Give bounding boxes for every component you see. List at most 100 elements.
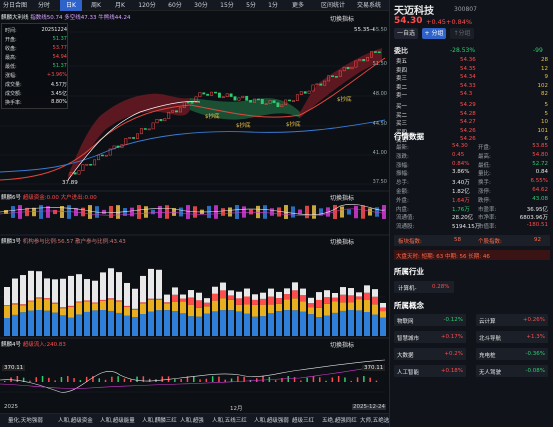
- participation-bar: [380, 307, 386, 311]
- participation-bar: [108, 268, 114, 298]
- participation-bar: [356, 310, 362, 336]
- participation-bar: [308, 298, 314, 303]
- participation-bar: [252, 300, 258, 305]
- participation-bar: [164, 310, 170, 336]
- industry-chip[interactable]: 计算机- 0.28%: [394, 281, 454, 293]
- flow-bar: [48, 378, 50, 382]
- participation-bar: [100, 272, 106, 300]
- participation-bar: [164, 303, 170, 310]
- candle: [90, 164, 92, 165]
- participation-bar: [44, 278, 50, 298]
- candle: [222, 97, 224, 98]
- candle: [230, 94, 232, 97]
- participation-bar: [76, 274, 82, 301]
- indicator-3-switch[interactable]: 切换指标: [330, 237, 354, 246]
- participation-bar: [244, 304, 250, 313]
- candle: [257, 99, 259, 100]
- participation-bar: [180, 295, 186, 299]
- strategy-tab-7[interactable]: 人和,超级强弱: [254, 414, 289, 427]
- participation-bar: [92, 310, 98, 336]
- ask-level-1: 卖五 54.36 28: [394, 57, 550, 65]
- stock-change-pct: +0.84%: [446, 18, 472, 26]
- participation-bar: [276, 298, 282, 304]
- participation-bar: [228, 300, 234, 310]
- group-button-disabled[interactable]: ↑分组: [450, 28, 474, 39]
- strategy-tab-4[interactable]: 人和,麒麟三红: [142, 414, 177, 427]
- participation-bar: [292, 310, 298, 336]
- participation-bar: [100, 301, 106, 310]
- participation-bar: [52, 313, 58, 336]
- indicator-bar: [382, 205, 386, 219]
- participation-bar: [380, 303, 386, 307]
- participation-bar: [332, 293, 338, 298]
- participation-bar: [92, 303, 98, 310]
- flow-bar: [376, 381, 378, 382]
- strategy-tab-6[interactable]: 人和,五线三红: [212, 414, 247, 427]
- flow-bar: [275, 380, 277, 382]
- participation-bar: [124, 306, 130, 307]
- participation-bar: [68, 306, 74, 307]
- participation-bar: [332, 298, 338, 302]
- strategy-tab-3[interactable]: 人和,超级能量: [100, 414, 135, 427]
- indicator-4-right-value: 370.11: [362, 365, 385, 371]
- participation-bar: [180, 313, 186, 336]
- participation-bar: [148, 299, 154, 300]
- concept-chip[interactable]: 云计算 +0.26%: [476, 314, 548, 326]
- participation-bar: [68, 318, 74, 336]
- flow-bar: [36, 377, 38, 382]
- concept-chip[interactable]: 物联网 -0.12%: [394, 314, 466, 326]
- indicator-bar: [340, 206, 344, 217]
- concept-chip[interactable]: 充电桩 -0.36%: [476, 348, 548, 360]
- participation-bar: [236, 292, 242, 299]
- candle: [234, 97, 236, 101]
- participation-bar: [204, 298, 210, 303]
- participation-bar: [156, 310, 162, 336]
- candle: [226, 94, 228, 97]
- participation-bar: [92, 302, 98, 303]
- participation-bar: [36, 271, 42, 297]
- bid-level-3: 买三 54.27 10: [394, 119, 550, 127]
- concept-chip[interactable]: 无人驾驶 -0.08%: [476, 365, 548, 377]
- strategy-tab-8[interactable]: 超级三红: [292, 414, 314, 427]
- participation-bar: [292, 282, 298, 290]
- indicator-bar: [347, 209, 351, 214]
- flow-bar: [319, 377, 321, 382]
- participation-bar: [356, 300, 362, 311]
- indicator-bar: [179, 208, 183, 217]
- indicator-bar: [11, 206, 15, 218]
- add-group-button[interactable]: + 分组: [422, 28, 446, 39]
- flow-bar: [294, 377, 296, 382]
- candle: [316, 84, 318, 85]
- participation-bar: [100, 310, 106, 336]
- add-watchlist-button[interactable]: 一自选: [394, 28, 418, 39]
- participation-bar: [164, 302, 170, 303]
- bid-level-2: 买二 54.28 5: [394, 111, 550, 119]
- participation-bar: [172, 287, 178, 294]
- participation-bar: [132, 309, 138, 310]
- concept-chip[interactable]: 智慧城市 +0.17%: [394, 331, 466, 343]
- candle: [249, 100, 251, 102]
- strategy-tab-10[interactable]: 大师,五绝选股: [360, 414, 389, 427]
- strategy-tab-9[interactable]: 五绝,超强同红: [322, 414, 357, 427]
- concept-chip[interactable]: 人工智能 +0.18%: [394, 365, 466, 377]
- participation-bar: [244, 289, 250, 297]
- candle: [304, 92, 306, 94]
- indicator-4-switch[interactable]: 切换指标: [330, 340, 354, 349]
- concept-chip[interactable]: 北斗导航 +1.3%: [476, 331, 548, 343]
- candle: [238, 98, 240, 100]
- participation-bar: [220, 290, 226, 298]
- participation-bar: [204, 303, 210, 307]
- ask-level-2: 卖四 54.35 12: [394, 66, 550, 74]
- participation-bar: [244, 296, 250, 304]
- concept-chip[interactable]: 大数据 +0.2%: [394, 348, 466, 360]
- participation-bar: [300, 295, 306, 301]
- strategy-tab-5[interactable]: 人和,超强: [180, 414, 204, 427]
- strategy-tab-1[interactable]: 量化,天地强弱: [8, 414, 43, 427]
- flow-bar: [332, 378, 334, 382]
- participation-bar: [348, 310, 354, 336]
- participation-bar: [260, 299, 266, 305]
- participation-bar: [108, 298, 114, 299]
- strategy-tab-2[interactable]: 人和,超级资金: [58, 414, 93, 427]
- participation-bar: [228, 295, 234, 299]
- indicator-6-switch[interactable]: 切换指标: [330, 193, 354, 202]
